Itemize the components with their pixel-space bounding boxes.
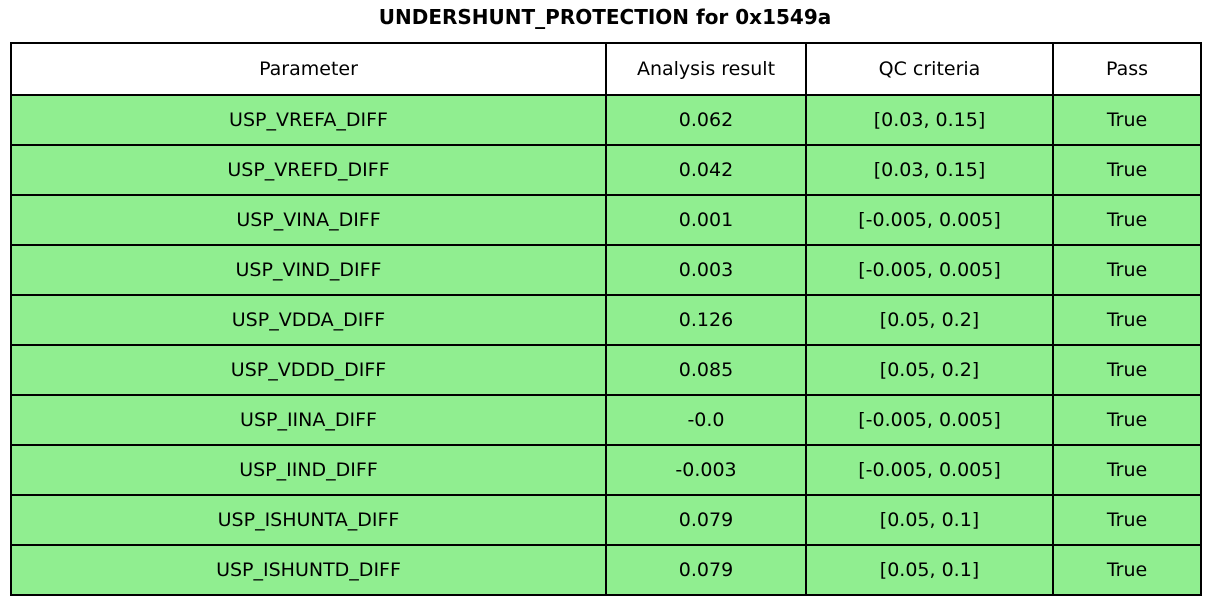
analysis-result-cell: 0.001 bbox=[605, 194, 807, 246]
analysis-result-cell: 0.126 bbox=[605, 294, 807, 346]
table-row: USP_ISHUNTA_DIFF 0.079 [0.05, 0.1] True bbox=[10, 494, 1202, 546]
table-row: USP_IINA_DIFF -0.0 [-0.005, 0.005] True bbox=[10, 394, 1202, 446]
pass-cell: True bbox=[1052, 144, 1202, 196]
pass-cell: True bbox=[1052, 94, 1202, 146]
parameter-cell: USP_VREFA_DIFF bbox=[10, 94, 607, 146]
qc-criteria-cell: [0.05, 0.1] bbox=[805, 494, 1054, 546]
pass-cell: True bbox=[1052, 544, 1202, 596]
parameter-cell: USP_VREFD_DIFF bbox=[10, 144, 607, 196]
pass-cell: True bbox=[1052, 494, 1202, 546]
analysis-result-cell: -0.0 bbox=[605, 394, 807, 446]
header-row: Parameter Analysis result QC criteria Pa… bbox=[10, 42, 1202, 96]
pass-cell: True bbox=[1052, 344, 1202, 396]
table-body: USP_VREFA_DIFF 0.062 [0.03, 0.15] True U… bbox=[10, 94, 1202, 596]
parameter-cell: USP_ISHUNTA_DIFF bbox=[10, 494, 607, 546]
pass-cell: True bbox=[1052, 194, 1202, 246]
table-row: USP_IIND_DIFF -0.003 [-0.005, 0.005] Tru… bbox=[10, 444, 1202, 496]
qc-criteria-cell: [-0.005, 0.005] bbox=[805, 444, 1054, 496]
page-title: UNDERSHUNT_PROTECTION for 0x1549a bbox=[378, 5, 832, 29]
qc-criteria-cell: [0.03, 0.15] bbox=[805, 144, 1054, 196]
analysis-result-cell: 0.085 bbox=[605, 344, 807, 396]
analysis-result-cell: 0.062 bbox=[605, 94, 807, 146]
qc-criteria-cell: [0.05, 0.1] bbox=[805, 544, 1054, 596]
analysis-result-cell: 0.003 bbox=[605, 244, 807, 296]
pass-cell: True bbox=[1052, 294, 1202, 346]
pass-cell: True bbox=[1052, 444, 1202, 496]
parameter-cell: USP_VIND_DIFF bbox=[10, 244, 607, 296]
parameter-cell: USP_VDDD_DIFF bbox=[10, 344, 607, 396]
table-row: USP_VREFD_DIFF 0.042 [0.03, 0.15] True bbox=[10, 144, 1202, 196]
qc-criteria-cell: [-0.005, 0.005] bbox=[805, 194, 1054, 246]
qc-criteria-cell: [-0.005, 0.005] bbox=[805, 394, 1054, 446]
qc-results-table: Parameter Analysis result QC criteria Pa… bbox=[10, 42, 1202, 596]
parameter-cell: USP_VINA_DIFF bbox=[10, 194, 607, 246]
table-row: USP_VDDD_DIFF 0.085 [0.05, 0.2] True bbox=[10, 344, 1202, 396]
table-row: USP_VDDA_DIFF 0.126 [0.05, 0.2] True bbox=[10, 294, 1202, 346]
parameter-cell: USP_VDDA_DIFF bbox=[10, 294, 607, 346]
pass-cell: True bbox=[1052, 244, 1202, 296]
qc-criteria-cell: [0.05, 0.2] bbox=[805, 344, 1054, 396]
analysis-result-cell: 0.079 bbox=[605, 494, 807, 546]
table-row: USP_VIND_DIFF 0.003 [-0.005, 0.005] True bbox=[10, 244, 1202, 296]
table-row: USP_VREFA_DIFF 0.062 [0.03, 0.15] True bbox=[10, 94, 1202, 146]
column-header-pass: Pass bbox=[1052, 42, 1202, 96]
parameter-cell: USP_IINA_DIFF bbox=[10, 394, 607, 446]
analysis-result-cell: -0.003 bbox=[605, 444, 807, 496]
column-header-analysis-result: Analysis result bbox=[605, 42, 807, 96]
analysis-result-cell: 0.079 bbox=[605, 544, 807, 596]
analysis-result-cell: 0.042 bbox=[605, 144, 807, 196]
parameter-cell: USP_ISHUNTD_DIFF bbox=[10, 544, 607, 596]
column-header-parameter: Parameter bbox=[10, 42, 607, 96]
pass-cell: True bbox=[1052, 394, 1202, 446]
table-row: USP_ISHUNTD_DIFF 0.079 [0.05, 0.1] True bbox=[10, 544, 1202, 596]
column-header-qc-criteria: QC criteria bbox=[805, 42, 1054, 96]
qc-criteria-cell: [-0.005, 0.005] bbox=[805, 244, 1054, 296]
qc-criteria-cell: [0.03, 0.15] bbox=[805, 94, 1054, 146]
parameter-cell: USP_IIND_DIFF bbox=[10, 444, 607, 496]
qc-criteria-cell: [0.05, 0.2] bbox=[805, 294, 1054, 346]
table-header: Parameter Analysis result QC criteria Pa… bbox=[10, 42, 1202, 96]
table-row: USP_VINA_DIFF 0.001 [-0.005, 0.005] True bbox=[10, 194, 1202, 246]
